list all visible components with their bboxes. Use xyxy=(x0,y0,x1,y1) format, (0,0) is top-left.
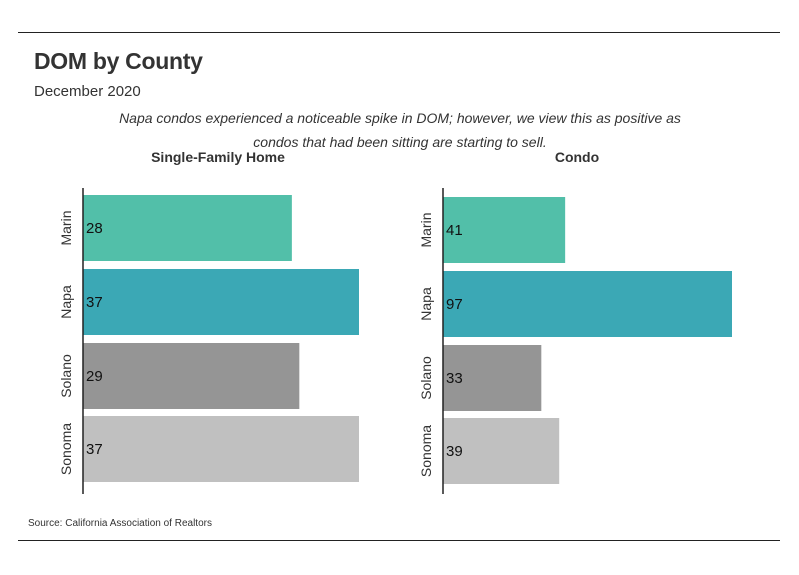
category-label-condo-napa: Napa xyxy=(418,287,434,321)
value-label-condo-solano: 33 xyxy=(446,370,463,387)
value-label-sfh-solano: 29 xyxy=(86,368,103,385)
chart-title: DOM by County xyxy=(34,48,203,74)
bar-condo-solano xyxy=(443,345,542,411)
bottom-rule xyxy=(18,540,780,541)
panel-title-condo: Condo xyxy=(554,149,600,165)
bar-condo-sonoma xyxy=(443,418,560,484)
category-label-sfh-sonoma: Sonoma xyxy=(58,423,74,475)
bar-sfh-napa xyxy=(83,269,359,335)
value-label-sfh-marin: 28 xyxy=(86,220,103,237)
panel-title-single-family: Single-Family Home xyxy=(151,149,285,165)
category-label-sfh-marin: Marin xyxy=(58,210,74,245)
source-note: Source: California Association of Realto… xyxy=(28,518,212,529)
value-label-condo-sonoma: 39 xyxy=(446,443,463,460)
chart-subtitle: December 2020 xyxy=(34,83,141,100)
bar-condo-napa xyxy=(443,271,732,337)
chart-annotation: Napa condos experienced a noticeable spi… xyxy=(119,110,681,150)
value-label-condo-napa: 97 xyxy=(446,296,463,313)
value-label-sfh-napa: 37 xyxy=(86,294,103,311)
value-label-condo-marin: 41 xyxy=(446,222,463,239)
bar-condo-marin xyxy=(443,197,566,263)
condo-panel: 41 Marin 97 Napa 33 Solano 39 Sonoma xyxy=(418,188,732,494)
category-label-condo-sonoma: Sonoma xyxy=(418,425,434,477)
single-family-panel: 28 Marin 37 Napa 29 Solano 37 Sonoma xyxy=(58,188,359,494)
bar-sfh-sonoma xyxy=(83,416,359,482)
bar-sfh-solano xyxy=(83,343,300,409)
category-label-condo-marin: Marin xyxy=(418,212,434,247)
bar-sfh-marin xyxy=(83,195,292,261)
category-label-sfh-solano: Solano xyxy=(58,354,74,398)
top-rule xyxy=(18,32,780,33)
value-label-sfh-sonoma: 37 xyxy=(86,441,103,458)
category-label-condo-solano: Solano xyxy=(418,356,434,400)
category-label-sfh-napa: Napa xyxy=(58,285,74,319)
